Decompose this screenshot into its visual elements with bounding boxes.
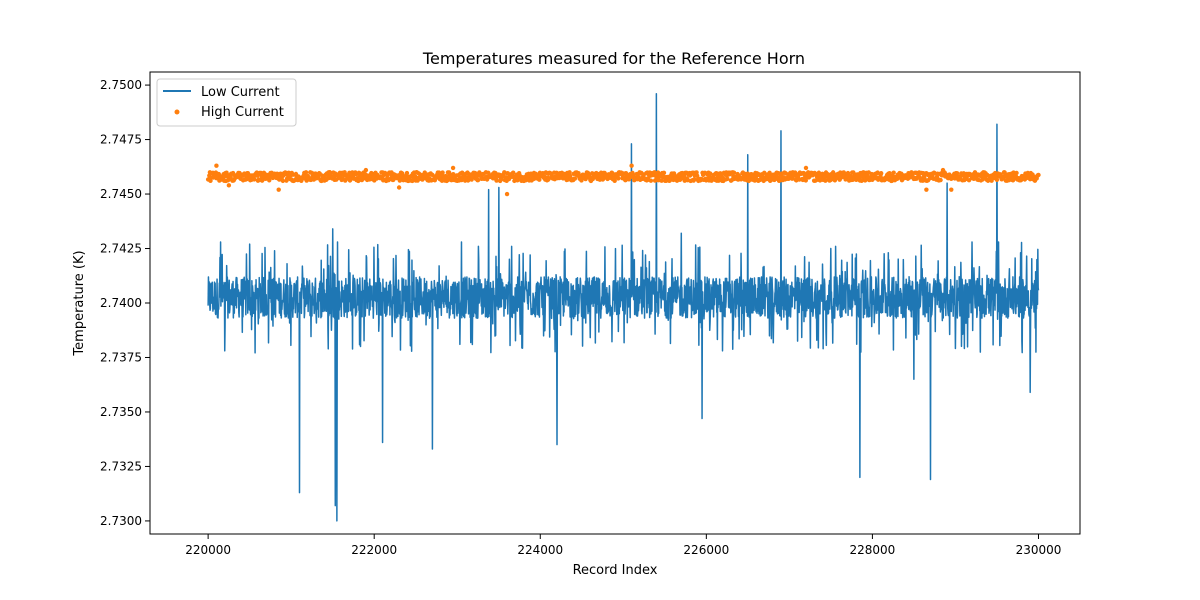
- high-current-outlier-point: [803, 165, 809, 171]
- high-current-outlier-point: [363, 167, 369, 173]
- high-current-point: [537, 177, 542, 182]
- high-current-point: [985, 172, 990, 178]
- high-current-point: [667, 178, 673, 183]
- high-current-outlier-point: [629, 163, 634, 168]
- y-tick-label: 2.7400: [100, 296, 142, 310]
- high-current-point: [879, 171, 884, 176]
- y-tick-label: 2.7350: [100, 405, 142, 419]
- low-current-series: [207, 93, 1040, 522]
- high-current-point: [511, 170, 516, 175]
- high-current-point: [1014, 170, 1019, 176]
- legend-label-high-current: High Current: [201, 105, 284, 120]
- high-current-point: [725, 176, 730, 182]
- high-current-point: [954, 171, 960, 176]
- y-tick-label: 2.7450: [100, 187, 142, 201]
- legend: Low Current High Current: [156, 78, 297, 127]
- high-current-point: [422, 170, 427, 175]
- x-axis-label: Record Index: [573, 563, 658, 578]
- high-current-point: [1036, 172, 1041, 178]
- legend-marker-high-current: [174, 109, 180, 115]
- y-tick-label: 2.7325: [100, 459, 142, 473]
- high-current-point: [612, 178, 617, 183]
- high-current-outlier-point: [924, 187, 929, 192]
- x-tick-label: 228000: [850, 543, 896, 557]
- high-current-point: [845, 170, 851, 176]
- high-current-point: [280, 178, 286, 184]
- y-tick-label: 2.7375: [100, 350, 142, 364]
- high-current-point: [694, 170, 699, 175]
- high-current-point: [616, 176, 621, 181]
- high-current-point: [708, 171, 713, 176]
- high-current-outlier-point: [226, 183, 232, 188]
- low-current-line: [207, 93, 1040, 522]
- x-tick-label: 226000: [683, 543, 729, 557]
- high-current-point: [659, 178, 664, 183]
- y-tick-label: 2.7425: [100, 242, 142, 256]
- high-current-point: [567, 170, 572, 175]
- high-current-outlier-point: [214, 163, 219, 168]
- high-current-point: [494, 178, 499, 183]
- y-tick-label: 2.7475: [100, 133, 142, 147]
- x-tick-label: 220000: [185, 543, 231, 557]
- high-current-outlier-point: [450, 165, 456, 171]
- high-current-point: [825, 172, 830, 177]
- high-current-point: [303, 170, 309, 175]
- y-axis-ticks: 2.7300 2.7325 2.7350 2.7375 2.7400 2.7425 2.74…: [100, 78, 150, 528]
- high-current-point: [576, 171, 581, 176]
- high-current-point: [440, 170, 445, 175]
- high-current-point: [475, 177, 481, 183]
- high-current-point: [216, 171, 222, 177]
- high-current-outlier-point: [504, 191, 510, 197]
- legend-label-low-current: Low Current: [201, 85, 280, 100]
- high-current-point: [572, 176, 578, 181]
- y-tick-label: 2.7300: [100, 514, 142, 528]
- high-current-series: [205, 163, 1041, 197]
- x-tick-label: 224000: [517, 543, 563, 557]
- high-current-point: [499, 177, 504, 182]
- high-current-point: [692, 177, 697, 182]
- high-current-point: [252, 177, 257, 182]
- legend-box: [156, 78, 297, 127]
- high-current-point: [731, 170, 737, 175]
- chart-title: Temperatures measured for the Reference …: [422, 49, 805, 68]
- high-current-point: [267, 178, 272, 183]
- x-tick-label: 230000: [1016, 543, 1062, 557]
- y-axis-label: Temperature (K): [72, 250, 87, 356]
- high-current-outlier-point: [276, 187, 281, 192]
- y-tick-label: 2.7500: [100, 78, 142, 92]
- high-current-point: [486, 170, 491, 176]
- high-current-point: [938, 177, 943, 183]
- high-current-outlier-point: [396, 185, 402, 190]
- high-current-point: [404, 170, 410, 176]
- high-current-point: [994, 177, 1000, 182]
- x-axis-ticks: 220000 222000 224000 226000 228000 230000: [185, 534, 1061, 557]
- high-current-point: [648, 178, 654, 183]
- high-current-point: [661, 170, 667, 176]
- high-current-point: [792, 170, 798, 175]
- high-current-point: [891, 170, 896, 175]
- high-current-outlier-point: [940, 167, 946, 173]
- high-current-outlier-point: [949, 187, 954, 192]
- x-tick-label: 222000: [351, 543, 397, 557]
